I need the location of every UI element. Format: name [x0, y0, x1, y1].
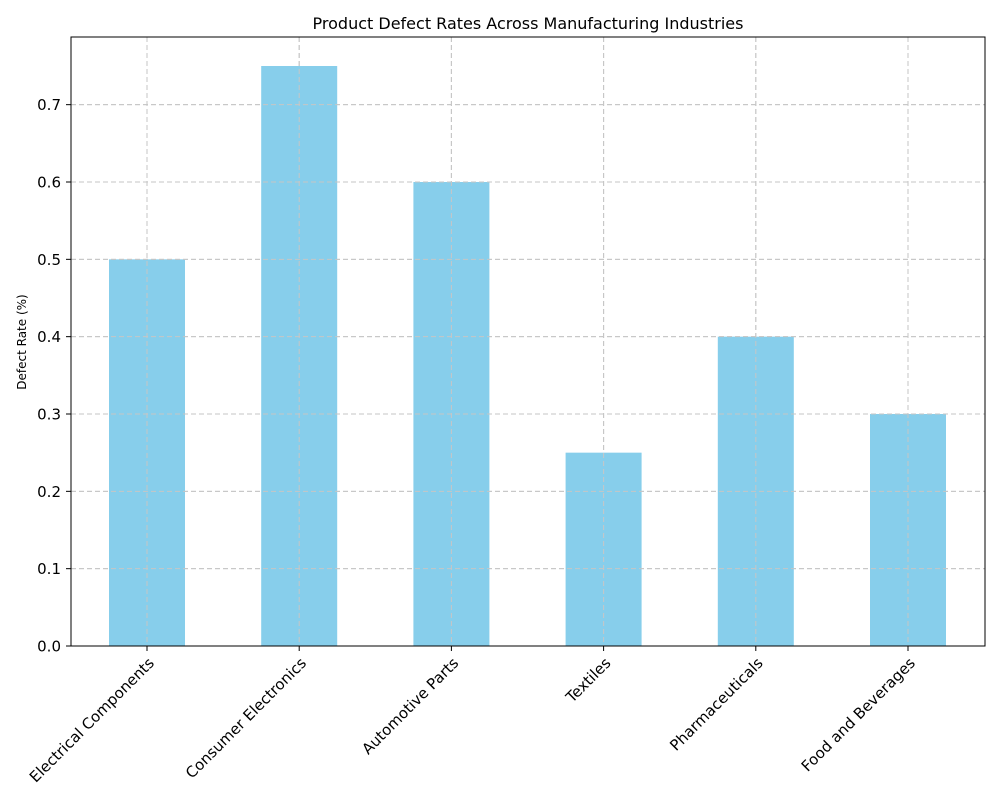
y-tick-label: 0.3: [37, 406, 61, 424]
y-axis-label: Defect Rate (%): [15, 294, 29, 389]
plot-frame: [70, 36, 986, 647]
y-tick-label: 0.0: [37, 638, 61, 656]
x-tick-label: Consumer Electronics: [182, 654, 310, 782]
y-tick-label: 0.4: [37, 328, 61, 346]
bars: [71, 37, 985, 647]
y-tick-label: 0.7: [37, 96, 61, 114]
x-tick-label: Textiles: [562, 654, 615, 707]
x-tick-label: Pharmaceuticals: [666, 654, 766, 754]
x-tick-label: Automotive Parts: [358, 654, 462, 758]
chart-title: Product Defect Rates Across Manufacturin…: [313, 14, 744, 33]
y-tick-label: 0.6: [37, 174, 61, 192]
grid-lines: [71, 37, 985, 647]
y-tick-label: 0.5: [37, 251, 61, 269]
y-tick-label: 0.2: [37, 483, 61, 501]
x-tick-label: Food and Beverages: [798, 654, 919, 775]
y-tick-label: 0.1: [37, 560, 61, 578]
x-tick-label: Electrical Components: [26, 654, 158, 786]
